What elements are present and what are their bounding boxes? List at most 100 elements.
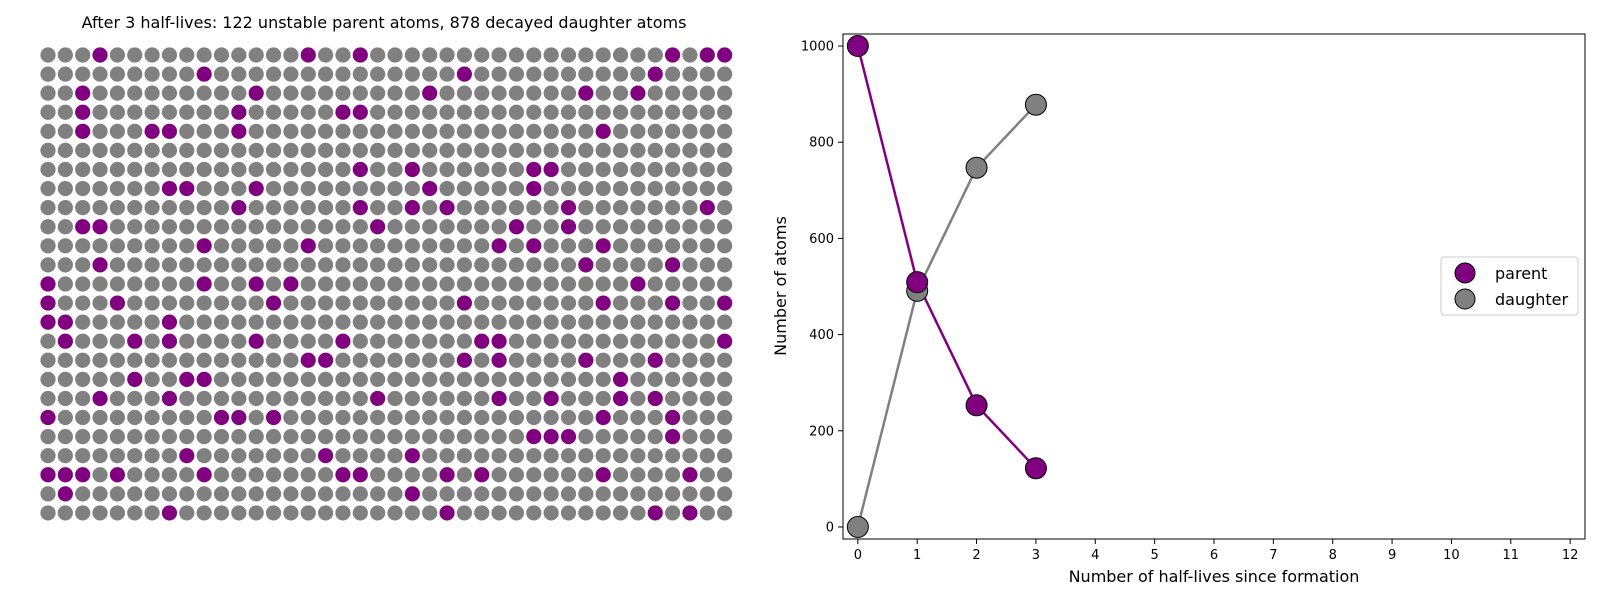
daughter-atom (231, 486, 247, 502)
daughter-atom (526, 409, 542, 426)
daughter-atom (370, 47, 386, 63)
parent-atom (196, 371, 212, 387)
daughter-atom (370, 276, 386, 292)
daughter-atom (40, 371, 56, 387)
daughter-atom (422, 333, 438, 349)
daughter-atom (612, 142, 629, 158)
daughter-atom (248, 448, 264, 464)
daughter-atom (248, 142, 264, 158)
daughter-atom (491, 219, 507, 235)
daughter-atom (665, 200, 681, 216)
daughter-atom (57, 47, 73, 63)
daughter-atom (179, 142, 195, 158)
parent-atom (75, 219, 91, 235)
daughter-atom (612, 295, 629, 311)
parent-atom (161, 505, 178, 521)
daughter-atom (647, 429, 663, 445)
daughter-atom (578, 161, 594, 178)
daughter-atom (161, 371, 178, 387)
daughter-atom (352, 295, 368, 311)
daughter-atom (109, 200, 125, 216)
parent-atom (318, 352, 334, 368)
daughter-atom (387, 429, 403, 445)
daughter-atom (578, 238, 594, 254)
daughter-atom (144, 180, 160, 197)
daughter-atom (127, 104, 143, 120)
daughter-atom (300, 142, 316, 158)
daughter-atom (370, 467, 386, 483)
daughter-atom (248, 505, 264, 521)
parent-atom (491, 352, 507, 368)
parent-atom (127, 333, 143, 349)
daughter-atom (682, 47, 698, 63)
parent-atom (213, 409, 230, 426)
daughter-atom (491, 47, 507, 63)
daughter-atom (75, 47, 91, 63)
daughter-atom (248, 486, 264, 502)
daughter-atom (196, 352, 212, 368)
daughter-atom (283, 161, 299, 178)
daughter-atom (179, 123, 195, 139)
daughter-atom (335, 161, 351, 178)
daughter-atom (196, 200, 212, 216)
daughter-atom (370, 142, 386, 158)
daughter-atom (578, 66, 594, 82)
daughter-atom (179, 352, 195, 368)
daughter-atom (213, 219, 230, 235)
daughter-atom (40, 66, 56, 82)
daughter-atom (57, 219, 73, 235)
daughter-atom (318, 219, 334, 235)
parent-atom (196, 467, 212, 483)
daughter-atom (265, 486, 282, 502)
daughter-atom (144, 486, 160, 502)
daughter-atom (387, 104, 403, 120)
legend-marker-parent (1454, 262, 1476, 284)
atom-grid-panel: After 3 half-lives: 122 unstable parent … (40, 13, 733, 521)
daughter-atom (40, 429, 56, 445)
daughter-atom (40, 486, 56, 502)
daughter-atom (213, 352, 230, 368)
daughter-atom (300, 180, 316, 197)
daughter-atom (335, 409, 351, 426)
daughter-atom (682, 409, 698, 426)
daughter-atom (630, 486, 646, 502)
daughter-atom (179, 409, 195, 426)
parent-atom (699, 47, 715, 63)
daughter-atom (213, 66, 230, 82)
parent-atom (560, 429, 577, 445)
daughter-atom (682, 276, 698, 292)
data-point-parent (1024, 457, 1047, 480)
daughter-atom (665, 467, 681, 483)
daughter-atom (456, 390, 472, 407)
daughter-atom (75, 142, 91, 158)
daughter-atom (543, 257, 559, 273)
daughter-atom (508, 505, 525, 521)
daughter-atom (265, 352, 282, 368)
daughter-atom (300, 371, 316, 387)
daughter-atom (127, 85, 143, 101)
daughter-atom (560, 85, 577, 101)
daughter-atom (318, 409, 334, 426)
daughter-atom (179, 85, 195, 101)
daughter-atom (630, 467, 646, 483)
daughter-atom (647, 371, 663, 387)
parent-atom (179, 371, 195, 387)
daughter-atom (595, 104, 611, 120)
daughter-atom (439, 66, 455, 82)
daughter-atom (161, 295, 178, 311)
daughter-atom (665, 352, 681, 368)
daughter-atom (508, 276, 525, 292)
daughter-atom (231, 66, 247, 82)
daughter-atom (231, 47, 247, 63)
parent-atom (439, 200, 455, 216)
daughter-atom (75, 180, 91, 197)
daughter-atom (283, 66, 299, 82)
daughter-atom (40, 390, 56, 407)
daughter-atom (318, 104, 334, 120)
daughter-atom (682, 238, 698, 254)
daughter-atom (717, 409, 733, 426)
daughter-atom (699, 238, 715, 254)
daughter-atom (578, 219, 594, 235)
parent-atom (265, 409, 282, 426)
daughter-atom (543, 505, 559, 521)
